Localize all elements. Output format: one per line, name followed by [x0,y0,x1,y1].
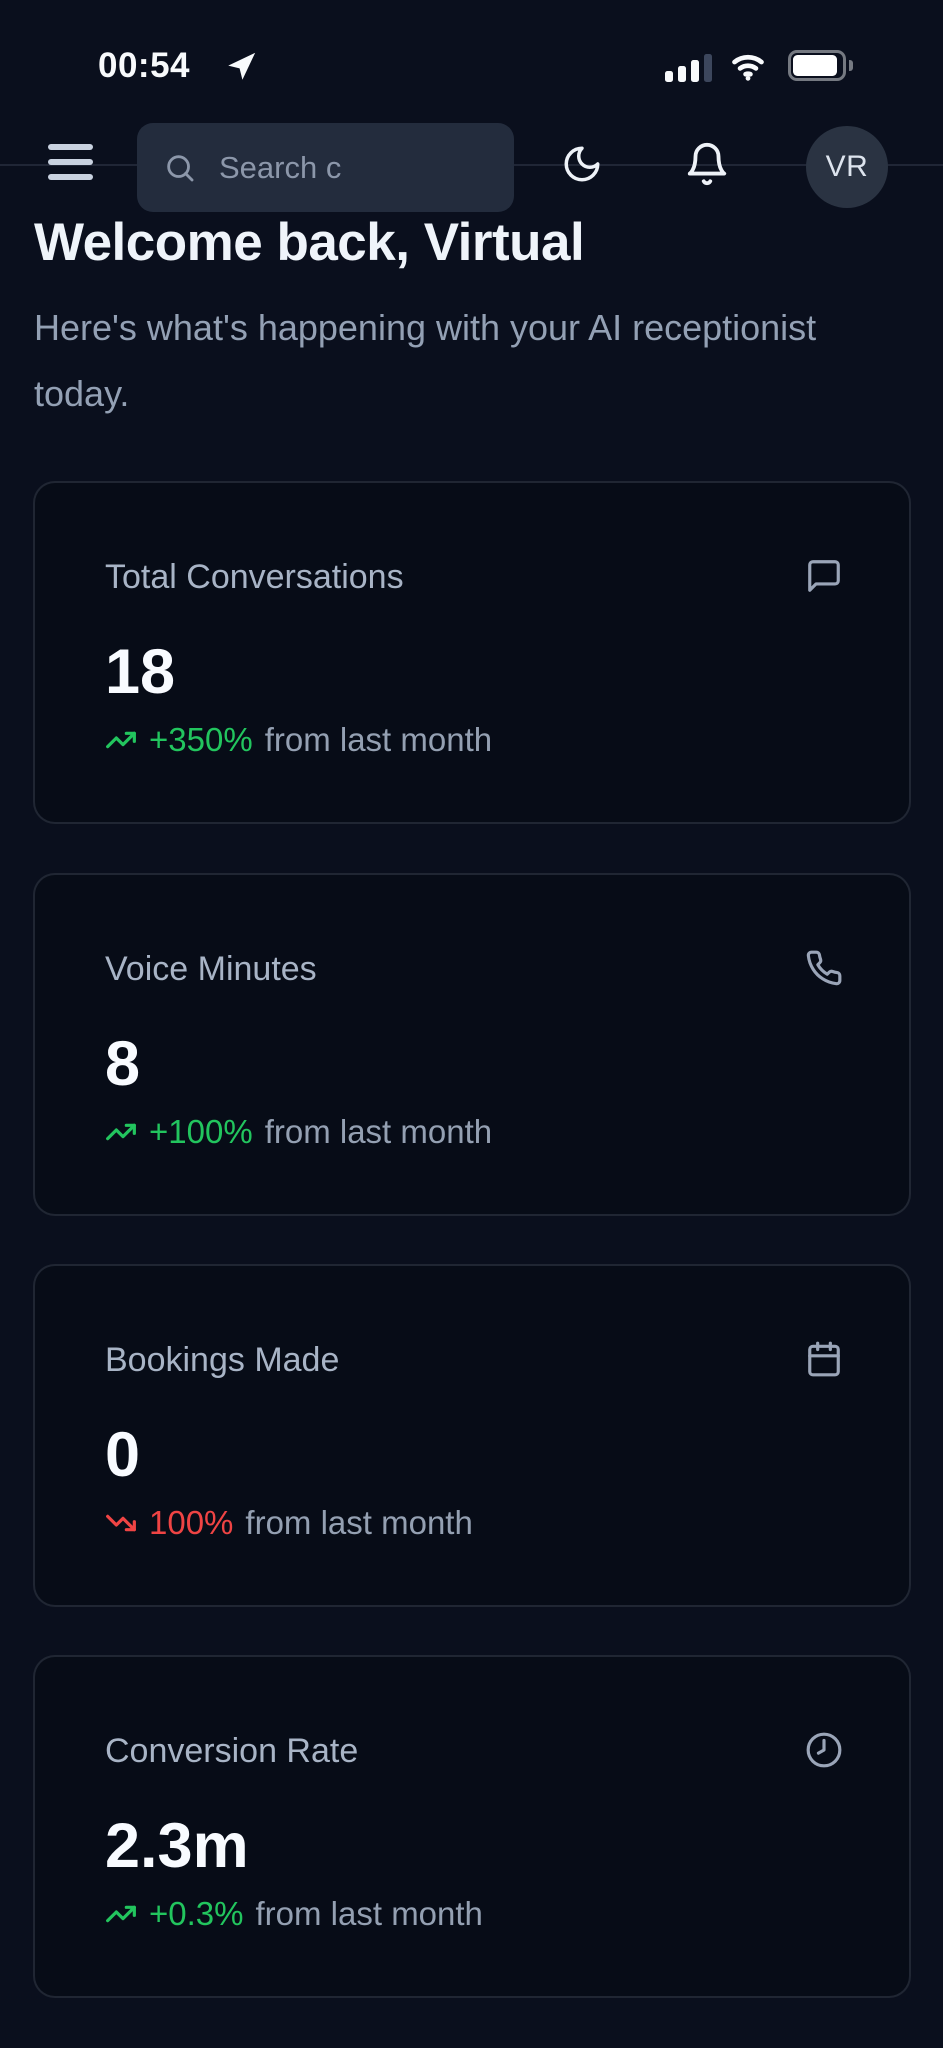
avatar-initials: VR [825,150,869,183]
phone-icon [805,949,843,987]
search-box[interactable] [137,123,514,212]
stat-label: Bookings Made [105,1341,340,1379]
stat-change-row: +350% from last month [105,721,843,759]
stat-card-total-conversations[interactable]: Total Conversations 18 +350% from last m… [33,481,911,824]
trending-up-icon [105,1898,137,1930]
stat-card-conversion-rate[interactable]: Conversion Rate 2.3m +0.3% from last mon… [33,1655,911,1998]
page-subtitle: Here's what's happening with your AI rec… [34,307,817,414]
stat-label: Conversion Rate [105,1732,359,1770]
moon-icon[interactable] [561,143,603,185]
trending-up-icon [105,1116,137,1148]
trending-up-icon [105,724,137,756]
stat-card-bookings-made[interactable]: Bookings Made 0 100% from last mon [33,1264,911,1607]
stat-change-suffix: from last month [255,1895,483,1932]
battery-icon [788,50,856,81]
stat-change-percent: +100% [149,1113,253,1150]
bell-icon[interactable] [684,141,730,187]
stat-change-percent: +0.3% [149,1895,244,1932]
stat-change-suffix: from last month [264,1113,493,1150]
stat-change-percent: +350% [149,721,253,758]
avatar[interactable]: VR [806,126,888,208]
stat-change-suffix: from last month [245,1504,473,1541]
status-bar: 00:54 [0,0,943,110]
trending-down-icon [105,1507,137,1539]
stat-change-suffix: from last month [264,721,493,758]
stat-change-percent: 100% [149,1504,234,1541]
stat-value: 8 [105,1029,141,1099]
clock-time: 00:54 [98,46,191,85]
stat-change-row: 100% from last month [105,1504,843,1542]
search-input[interactable] [219,149,488,186]
stat-label: Total Conversations [105,558,404,596]
cellular-signal-icon [665,54,712,82]
stat-card-voice-minutes[interactable]: Voice Minutes 8 +100% from last month [33,873,911,1216]
stat-label: Voice Minutes [105,950,317,988]
page-title: Welcome back, Virtual [34,213,585,272]
stat-value: 18 [105,637,176,707]
calendar-icon [805,1340,843,1378]
search-icon [163,151,197,185]
stat-value: 2.3m [105,1811,249,1881]
header: VR [0,110,943,220]
stat-change-row: +0.3% from last month [105,1895,843,1933]
wifi-icon [727,47,769,85]
message-square-icon [805,557,843,595]
clock-icon [805,1731,843,1769]
navigation-icon [224,50,258,84]
stat-value: 0 [105,1420,141,1490]
hamburger-menu-icon[interactable] [48,144,93,180]
stat-change-row: +100% from last month [105,1113,843,1151]
